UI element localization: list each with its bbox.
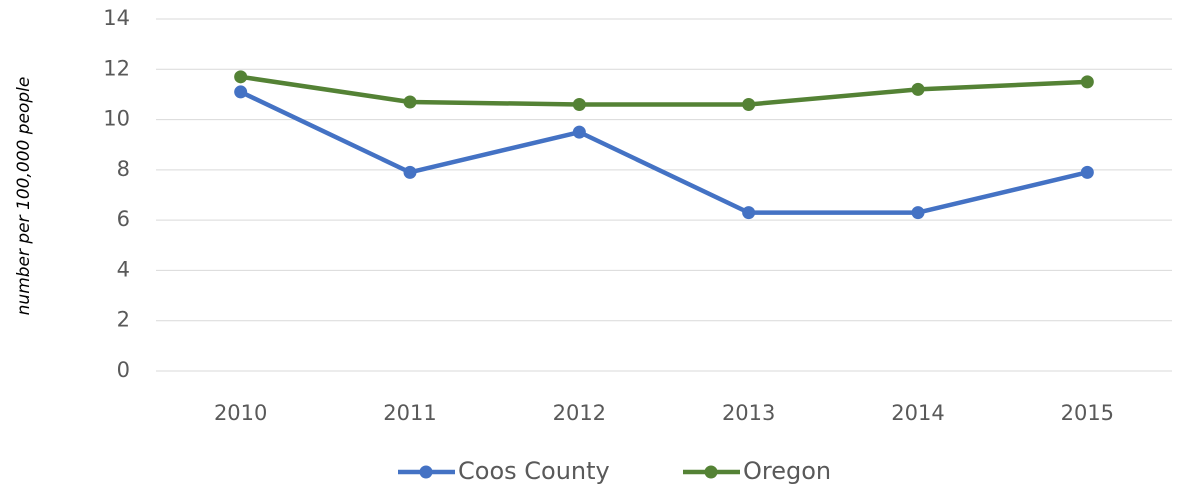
- data-point: [1080, 165, 1094, 179]
- data-point: [403, 165, 417, 179]
- legend-label: Coos County: [458, 457, 610, 485]
- y-tick-label: 12: [103, 56, 130, 80]
- legend-marker: [419, 465, 433, 479]
- y-axis-label: number per 100,000 people: [14, 77, 34, 316]
- x-tick-label: 2015: [1061, 401, 1114, 425]
- data-point: [1080, 75, 1094, 89]
- legend-label: Oregon: [743, 457, 831, 485]
- series-line: [240, 74, 1088, 107]
- y-tick-label: 2: [117, 308, 130, 332]
- data-point: [911, 82, 925, 96]
- y-tick-label: 4: [117, 257, 130, 281]
- data-point: [403, 95, 417, 109]
- data-point: [742, 97, 756, 111]
- data-point: [572, 97, 586, 111]
- y-tick-label: 8: [117, 157, 130, 181]
- y-tick-label: 10: [103, 107, 130, 131]
- x-tick-label: 2014: [891, 401, 944, 425]
- y-tick-label: 6: [117, 207, 130, 231]
- y-tick-label: 0: [117, 358, 130, 382]
- data-point: [234, 70, 248, 84]
- x-tick-label: 2012: [553, 401, 606, 425]
- x-tick-label: 2013: [722, 401, 775, 425]
- legend-marker: [704, 465, 718, 479]
- data-point: [911, 206, 925, 220]
- data-point: [742, 206, 756, 220]
- data-point: [234, 85, 248, 99]
- x-tick-label: 2010: [214, 401, 267, 425]
- data-point: [572, 125, 586, 139]
- x-tick-label: 2011: [383, 401, 436, 425]
- y-tick-label: 14: [103, 6, 130, 30]
- series-line: [239, 89, 1088, 215]
